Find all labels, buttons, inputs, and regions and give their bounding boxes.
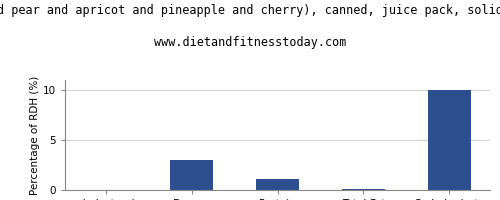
Text: www.dietandfitnesstoday.com: www.dietandfitnesstoday.com	[154, 36, 346, 49]
Bar	[170, 160, 213, 190]
Bar	[342, 189, 385, 190]
Bar	[256, 179, 299, 190]
Y-axis label: Percentage of RDH (%): Percentage of RDH (%)	[30, 75, 40, 195]
Bar	[428, 90, 470, 190]
Text: d pear and apricot and pineapple and cherry), canned, juice pack, solid: d pear and apricot and pineapple and che…	[0, 4, 500, 17]
